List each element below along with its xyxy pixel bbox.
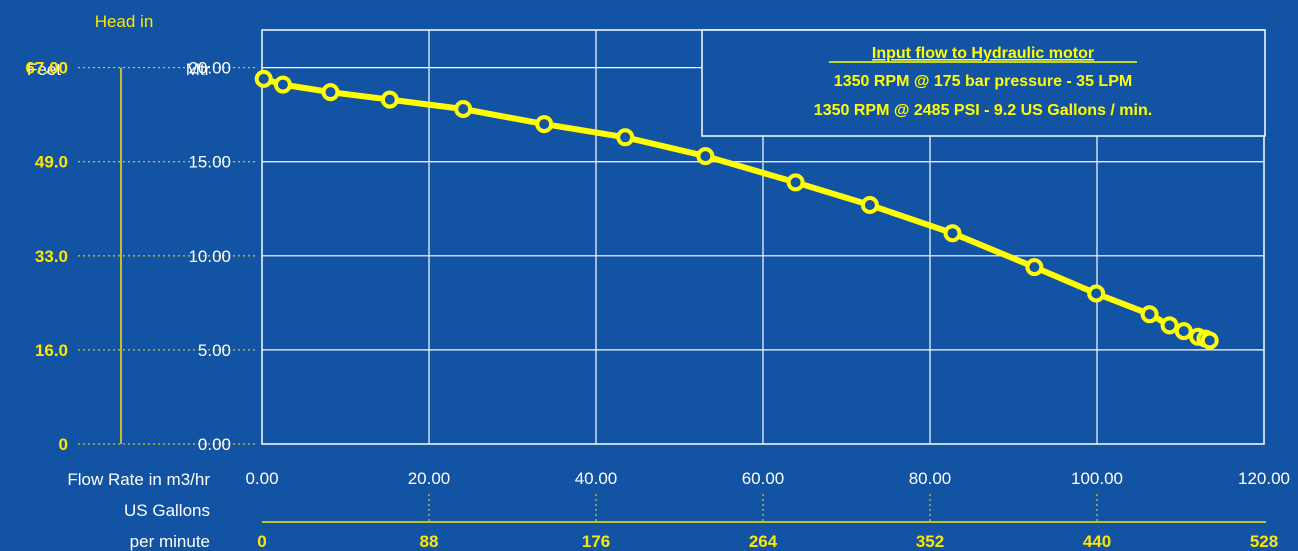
- head-in-label: Head in: [95, 12, 154, 31]
- flow-rate-label: Flow Rate in m3/hr: [67, 470, 210, 489]
- data-point: [456, 102, 470, 116]
- gpm-tick-label: 264: [749, 532, 778, 551]
- y-tick-label: 20.00: [188, 59, 231, 78]
- x-tick-label: 40.00: [575, 469, 618, 488]
- gpm-tick-label: 176: [582, 532, 610, 551]
- data-point: [1163, 318, 1177, 332]
- data-point: [863, 198, 877, 212]
- per-minute-label: per minute: [130, 532, 210, 551]
- gpm-tick-label: 528: [1250, 532, 1278, 551]
- feet-tick-label: 49.0: [35, 153, 68, 172]
- data-point: [1089, 287, 1103, 301]
- y-tick-label: 10.00: [188, 247, 231, 266]
- y-tick-label: 5.00: [198, 341, 231, 360]
- x-tick-label: 120.00: [1238, 469, 1290, 488]
- data-point: [537, 117, 551, 131]
- x-tick-label: 60.00: [742, 469, 785, 488]
- y-tick-label: 15.00: [188, 153, 231, 172]
- gpm-tick-label: 440: [1083, 532, 1111, 551]
- gpm-tick-label: 0: [257, 532, 266, 551]
- data-point: [1177, 324, 1191, 338]
- feet-tick-label: 67.00: [25, 59, 68, 78]
- us-gallons-label: US Gallons: [124, 501, 210, 520]
- data-point: [946, 226, 960, 240]
- data-point: [1027, 260, 1041, 274]
- data-point: [257, 72, 271, 86]
- data-point: [618, 130, 632, 144]
- data-point: [324, 85, 338, 99]
- feet-tick-label: 16.0: [35, 341, 68, 360]
- x-tick-label: 0.00: [245, 469, 278, 488]
- gpm-tick-label: 352: [916, 532, 944, 551]
- feet-tick-label: 33.0: [35, 247, 68, 266]
- data-point: [383, 93, 397, 107]
- info-box-line-1: 1350 RPM @ 175 bar pressure - 35 LPM: [834, 73, 1132, 90]
- data-point: [1143, 307, 1157, 321]
- info-box-title: Input flow to Hydraulic motor: [872, 45, 1094, 62]
- y-tick-label: 0.00: [198, 435, 231, 454]
- gpm-tick-label: 88: [420, 532, 439, 551]
- data-point: [276, 78, 290, 92]
- x-tick-label: 80.00: [909, 469, 952, 488]
- data-point: [698, 149, 712, 163]
- data-point: [789, 175, 803, 189]
- feet-tick-label: 0: [59, 435, 68, 454]
- x-tick-label: 20.00: [408, 469, 451, 488]
- info-box: Input flow to Hydraulic motor 1350 RPM @…: [702, 30, 1265, 136]
- x-tick-label: 100.00: [1071, 469, 1123, 488]
- data-point: [1203, 334, 1217, 348]
- info-box-line-2: 1350 RPM @ 2485 PSI - 9.2 US Gallons / m…: [814, 102, 1152, 119]
